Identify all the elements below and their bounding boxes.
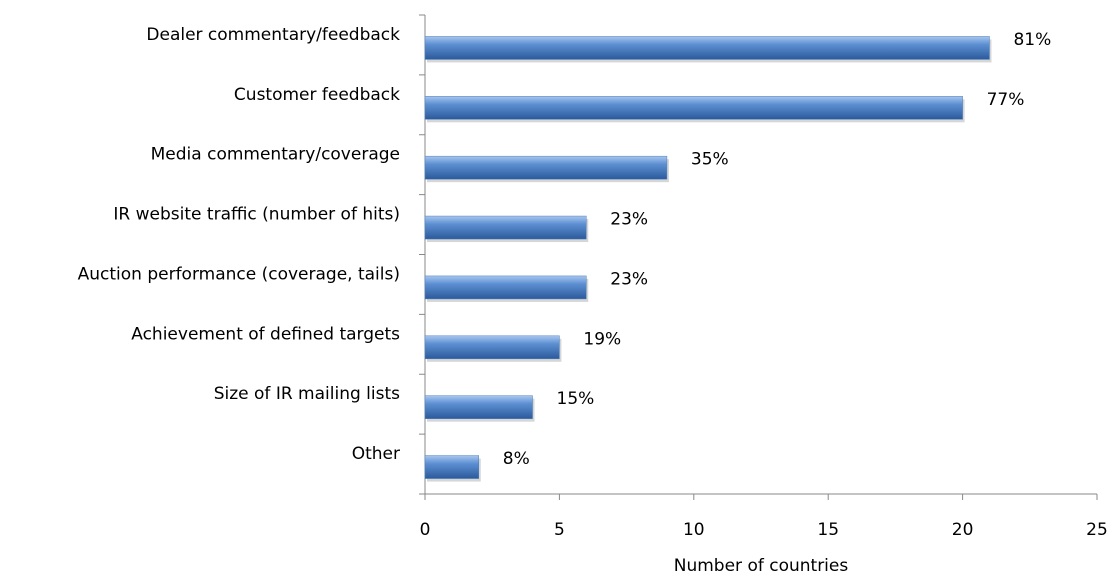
bar — [424, 275, 587, 300]
bar — [424, 155, 668, 180]
value-label: 23% — [610, 210, 648, 230]
bar — [424, 455, 480, 479]
bar — [424, 395, 533, 419]
y-tick-label: Auction performance (coverage, tails) — [78, 264, 400, 284]
bar — [424, 215, 587, 240]
y-tick-label: IR website traffic (number of hits) — [113, 205, 400, 225]
y-tick-label: Media commentary/coverage — [151, 145, 400, 165]
y-tick-label: Achievement of defined targets — [131, 324, 400, 344]
y-tick-label: Customer feedback — [234, 85, 400, 105]
value-label: 35% — [691, 150, 729, 170]
x-tick-label: 10 — [683, 520, 705, 540]
y-tick-label: Dealer commentary/feedback — [146, 25, 400, 45]
value-label: 23% — [610, 269, 648, 289]
value-label: 15% — [557, 389, 595, 409]
y-tick-label: Other — [352, 444, 400, 464]
x-tick-label: 5 — [554, 520, 565, 540]
value-label: 19% — [583, 329, 621, 349]
y-tick-label: Size of IR mailing lists — [214, 384, 400, 404]
x-tick-label: 15 — [817, 520, 839, 540]
bar — [424, 96, 963, 120]
value-label: 77% — [987, 90, 1025, 110]
value-label: 8% — [503, 449, 530, 469]
x-tick-label: 20 — [952, 520, 974, 540]
value-label: 81% — [1013, 30, 1051, 50]
bar — [424, 36, 990, 60]
x-axis-title: Number of countries — [674, 556, 849, 576]
x-tick-label: 0 — [420, 520, 431, 540]
x-tick-label: 25 — [1086, 520, 1108, 540]
bar — [424, 335, 560, 360]
